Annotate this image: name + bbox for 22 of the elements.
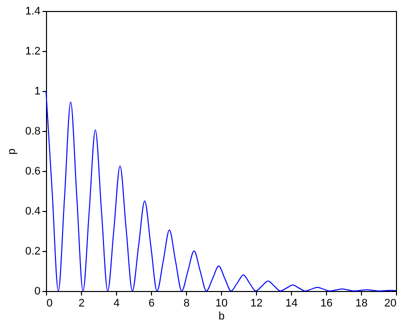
y-tick-label: 0 xyxy=(34,286,40,298)
x-tick-label: 8 xyxy=(183,298,190,310)
x-tick-label: 0 xyxy=(46,298,53,310)
x-tick-label: 6 xyxy=(148,298,155,310)
y-tick-label: 0.2 xyxy=(25,246,40,258)
x-tick-label: 2 xyxy=(78,298,85,310)
y-tick-label: 1 xyxy=(34,86,40,98)
x-axis-title: b xyxy=(218,310,225,322)
x-tick-label: 12 xyxy=(250,298,263,310)
x-tick-label: 10 xyxy=(215,298,228,310)
y-tick-label: 1.4 xyxy=(25,6,40,18)
y-axis-title: p xyxy=(6,148,18,155)
y-tick-label: 1.2 xyxy=(25,46,40,58)
y-tick-label: 0.6 xyxy=(25,166,40,178)
x-tick-label: 14 xyxy=(285,298,298,310)
x-tick-label: 20 xyxy=(384,298,396,310)
x-tick-label: 4 xyxy=(113,298,120,310)
y-tick-label: 0.4 xyxy=(25,206,40,218)
y-tick-label: 0.8 xyxy=(25,126,40,138)
line-series xyxy=(46,90,396,292)
x-tick-label: 18 xyxy=(355,298,368,310)
x-tick-label: 16 xyxy=(320,298,333,310)
